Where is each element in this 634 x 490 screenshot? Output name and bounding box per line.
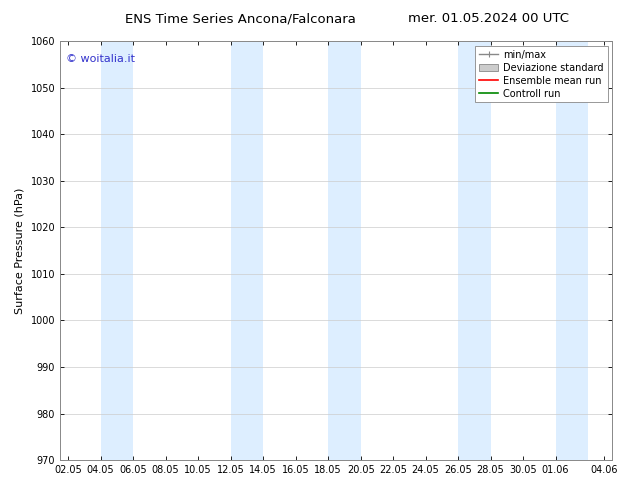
Bar [328, 41, 361, 460]
Text: ENS Time Series Ancona/Falconara: ENS Time Series Ancona/Falconara [126, 12, 356, 25]
Text: © woitalia.it: © woitalia.it [65, 53, 134, 64]
Bar [555, 41, 588, 460]
Y-axis label: Surface Pressure (hPa): Surface Pressure (hPa) [15, 187, 25, 314]
Text: mer. 01.05.2024 00 UTC: mer. 01.05.2024 00 UTC [408, 12, 569, 25]
Bar [101, 41, 133, 460]
Legend: min/max, Deviazione standard, Ensemble mean run, Controll run: min/max, Deviazione standard, Ensemble m… [475, 46, 607, 102]
Bar [458, 41, 491, 460]
Bar [231, 41, 263, 460]
